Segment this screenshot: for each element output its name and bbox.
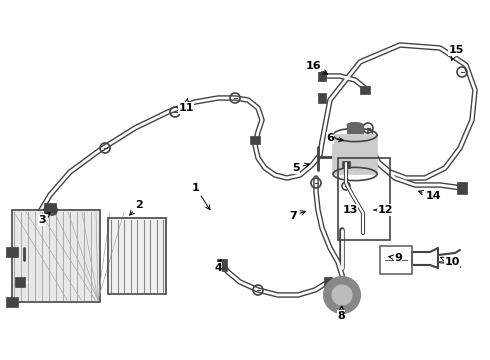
Text: 5: 5 <box>292 163 309 173</box>
Bar <box>324 277 332 287</box>
Bar <box>360 86 370 94</box>
Bar <box>250 136 260 144</box>
Bar <box>338 158 390 240</box>
Bar <box>457 182 467 194</box>
Text: 10: 10 <box>441 257 460 267</box>
Circle shape <box>324 277 360 313</box>
Bar <box>15 277 25 287</box>
Bar <box>318 71 326 81</box>
Text: 15: 15 <box>448 45 464 60</box>
Bar <box>109 219 165 293</box>
Text: 1: 1 <box>192 183 210 210</box>
Ellipse shape <box>347 122 363 127</box>
Text: 13: 13 <box>343 205 358 215</box>
Bar <box>217 259 227 271</box>
Bar <box>13 211 99 301</box>
Bar <box>44 203 56 213</box>
Text: 2: 2 <box>130 200 143 215</box>
Text: 9: 9 <box>389 253 402 263</box>
Text: 4: 4 <box>214 260 222 273</box>
Text: 14: 14 <box>418 190 441 201</box>
Text: 6: 6 <box>326 133 343 143</box>
Bar <box>318 93 326 103</box>
Bar <box>347 125 363 133</box>
Text: 3: 3 <box>38 213 50 225</box>
Text: 12: 12 <box>374 205 393 215</box>
Bar <box>6 297 18 307</box>
Text: 16: 16 <box>305 61 328 74</box>
Bar <box>342 161 350 167</box>
Text: 11: 11 <box>178 99 194 113</box>
Bar <box>108 218 166 294</box>
Text: 7: 7 <box>289 211 305 221</box>
Text: 8: 8 <box>337 306 345 321</box>
Bar <box>12 210 100 302</box>
Circle shape <box>332 285 352 305</box>
Bar <box>333 135 377 174</box>
Bar <box>380 246 412 274</box>
Bar <box>6 247 18 257</box>
